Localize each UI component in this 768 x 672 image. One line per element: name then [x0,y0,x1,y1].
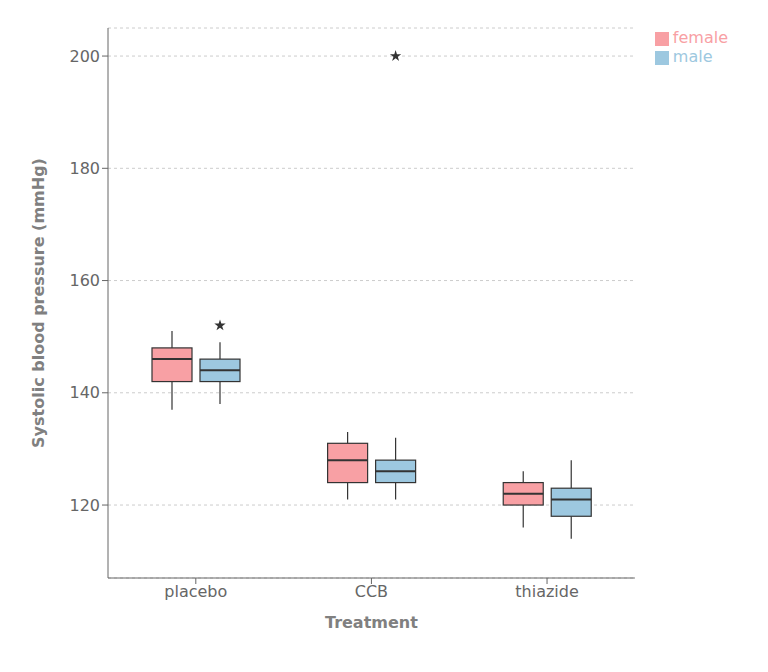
svg-text:160: 160 [69,271,100,290]
svg-text:placebo: placebo [164,582,227,601]
svg-text:120: 120 [69,496,100,515]
svg-text:180: 180 [69,159,100,178]
svg-text:CCB: CCB [355,582,388,601]
svg-text:Treatment: Treatment [325,613,418,632]
svg-text:Systolic blood pressure (mmHg): Systolic blood pressure (mmHg) [29,158,48,448]
html-text:male: male [672,47,713,66]
svg-text:200: 200 [69,47,100,66]
svg-text:thiazide: thiazide [515,582,579,601]
svg-text:140: 140 [69,383,100,402]
html-text:female: female [672,28,728,47]
